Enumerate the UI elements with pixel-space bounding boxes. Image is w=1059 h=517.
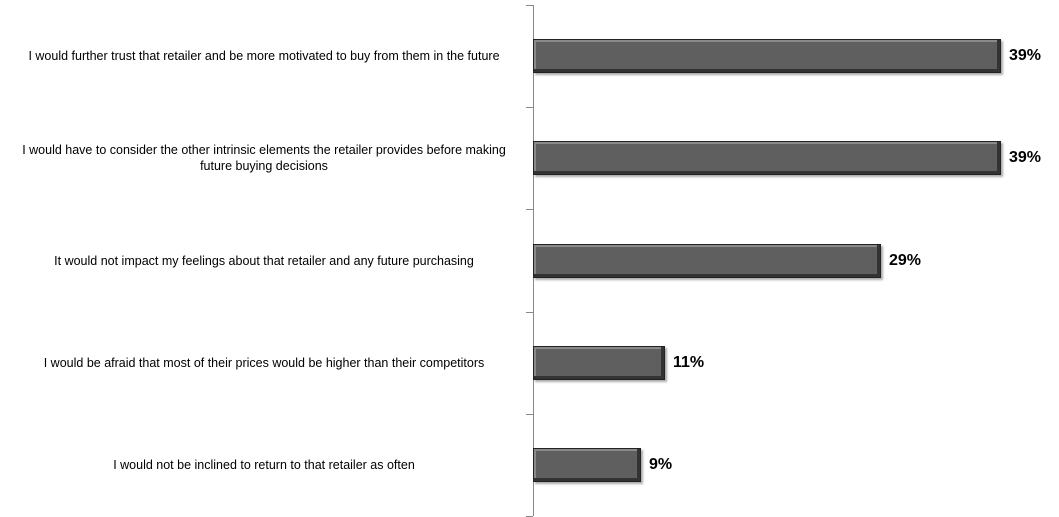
value-label: 39% [1009,47,1042,65]
value-label: 9% [649,455,673,473]
category-label: I would not be inclined to return to tha… [113,457,415,472]
category-label: I would have to consider the other intri… [22,143,506,174]
category-separator [526,209,533,211]
category-separator [526,311,533,313]
value-label: 29% [889,251,922,269]
category-label: I would be afraid that most of their pri… [43,355,485,370]
bar [533,447,641,482]
bar [533,141,1001,176]
category-separator [526,413,533,415]
value-label: 39% [1009,149,1042,167]
category-label: I would further trust that retailer and … [28,49,500,64]
category-separator [526,5,533,6]
category-separator [526,107,533,109]
value-label: 11% [673,353,705,371]
bar [533,243,881,278]
bar [533,39,1001,74]
category-label: It would not impact my feelings about th… [54,253,474,268]
bar [533,345,665,380]
